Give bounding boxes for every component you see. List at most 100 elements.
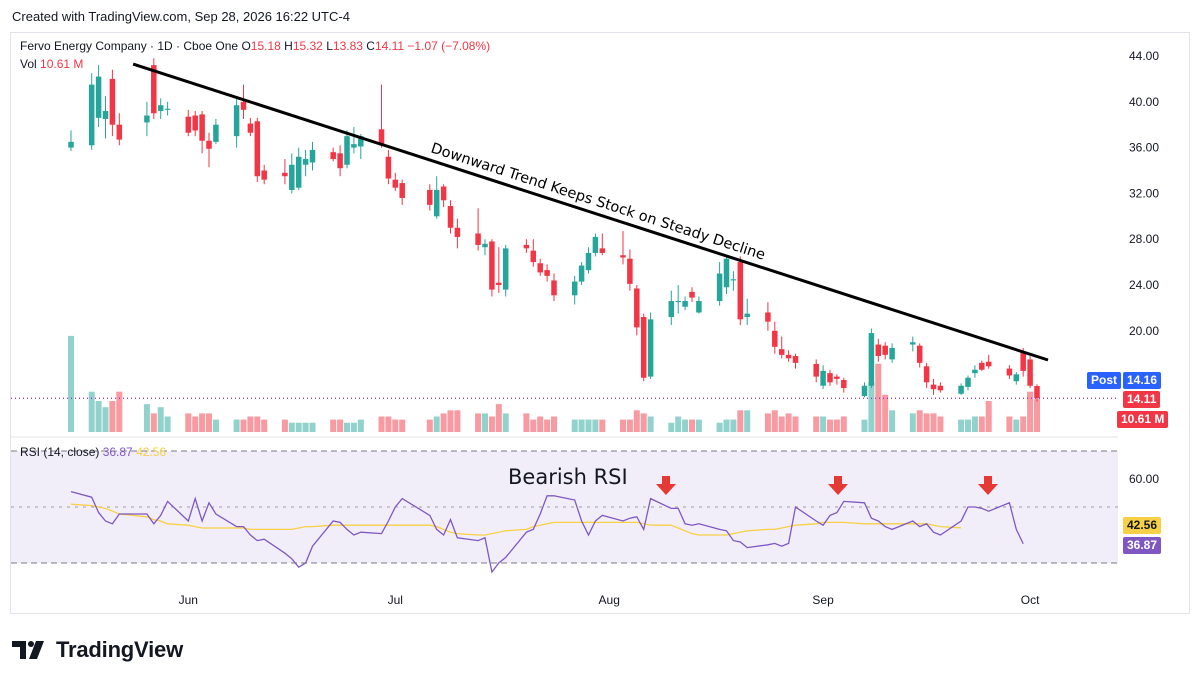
down-arrow-icon — [656, 476, 676, 495]
volume-bar — [433, 416, 440, 432]
candle-body — [454, 227, 461, 237]
candle-body — [772, 330, 778, 347]
rsi-sma-line — [70, 503, 962, 536]
symbol-legend: Fervo Energy Company · 1D · Cboe One O15… — [20, 39, 490, 53]
candle-body — [765, 312, 771, 322]
volume-bar — [330, 419, 337, 432]
volume-bar — [716, 422, 723, 432]
volume-bar — [1020, 416, 1027, 432]
volume-bar — [350, 422, 357, 432]
candle-body — [496, 282, 502, 285]
volume-bar — [88, 391, 95, 432]
candle-body — [482, 243, 488, 248]
volume-bar — [827, 419, 833, 432]
high-value: 15.32 — [292, 39, 323, 53]
volume-bar — [440, 413, 447, 432]
candle-body — [813, 364, 819, 377]
candle-body — [185, 116, 192, 133]
volume-bar — [378, 416, 385, 432]
price-candles — [11, 58, 1118, 402]
candle-body — [440, 186, 447, 201]
candle-body — [351, 144, 357, 148]
rsi-lines — [70, 490, 1024, 574]
volume-bar — [640, 413, 647, 432]
volume-bar — [537, 416, 544, 432]
symbol-name: Fervo Energy Company · 1D · Cboe One — [20, 39, 239, 53]
volume-bar — [882, 394, 889, 432]
volume-bar — [813, 416, 820, 432]
time-tick-label: Oct — [1021, 593, 1040, 607]
open-value: 15.18 — [250, 39, 281, 53]
candle-body — [537, 263, 543, 273]
volume-bar — [985, 401, 992, 432]
volume-bar — [551, 416, 557, 432]
volume-bar — [930, 413, 937, 432]
candle-body — [958, 385, 964, 394]
candle-body — [778, 349, 785, 355]
candle-body — [309, 149, 316, 163]
candle-body — [834, 376, 840, 379]
chart-canvas[interactable]: 44.00 40.00 36.00 32.00 28.00 24.00 20.00 60.00… — [10, 32, 1190, 614]
candle-body — [820, 370, 826, 386]
volume-bar — [1034, 399, 1040, 432]
volume-bar — [475, 413, 482, 432]
candle-body — [157, 105, 164, 111]
candle-body — [378, 129, 385, 146]
candle-body — [634, 288, 640, 328]
post-label-badge: Post — [1087, 372, 1122, 389]
candle-body — [875, 344, 882, 356]
candle-body — [682, 301, 688, 307]
candle-body — [675, 301, 681, 303]
volume-label: Vol — [20, 57, 37, 71]
volume-bar — [233, 419, 240, 432]
volume-bar — [344, 422, 350, 432]
volume-bar — [337, 419, 344, 432]
volume-bar — [785, 413, 792, 432]
volume-bar — [454, 410, 461, 432]
volume-bar — [599, 419, 606, 432]
volume-bar — [426, 419, 433, 432]
time-tick-label: Jul — [388, 593, 403, 607]
candle-body — [392, 179, 399, 188]
down-arrow-icon — [828, 476, 848, 495]
rsi-sma-badge: 42.56 — [1123, 517, 1162, 534]
volume-bar — [495, 404, 502, 432]
candle-body — [213, 124, 219, 142]
close-label: C — [366, 39, 375, 53]
candle-body — [627, 258, 633, 284]
candle-body — [882, 345, 888, 355]
candle-body — [599, 248, 606, 253]
volume-bar — [309, 422, 316, 432]
price-tick-label: 28.00 — [1129, 232, 1159, 246]
price-tick-label: 40.00 — [1129, 95, 1159, 109]
candle-body — [868, 333, 875, 386]
candle-body — [965, 377, 971, 387]
candle-body — [668, 301, 675, 318]
rsi-value: 36.87 — [102, 445, 133, 459]
candle-body — [433, 189, 440, 217]
volume-bar — [185, 413, 192, 432]
low-value: 13.83 — [332, 39, 363, 53]
candle-body — [689, 291, 695, 298]
candle-body — [427, 189, 433, 205]
volume-bar — [840, 416, 847, 432]
candle-body — [861, 385, 868, 397]
price-tick-label: 20.00 — [1129, 324, 1159, 338]
volume-bar — [523, 413, 530, 432]
tradingview-logo[interactable]: TradingView — [12, 637, 183, 663]
volume-bar — [744, 410, 751, 432]
volume-bar — [295, 422, 302, 432]
candle-body — [102, 110, 109, 119]
volume-bar — [833, 419, 840, 432]
candle-body — [68, 141, 74, 148]
chart-frame — [10, 32, 1190, 614]
candle-body — [233, 105, 240, 137]
candle-body — [716, 273, 723, 302]
volume-bar — [488, 416, 495, 432]
candle-body — [1006, 368, 1013, 376]
axes: 44.00 40.00 36.00 32.00 28.00 24.00 20.00 60.00… — [179, 49, 1160, 607]
price-tick-label: 36.00 — [1129, 141, 1159, 155]
volume-bar — [447, 410, 454, 432]
volume-bar — [1013, 419, 1020, 432]
volume-bar — [530, 419, 537, 432]
